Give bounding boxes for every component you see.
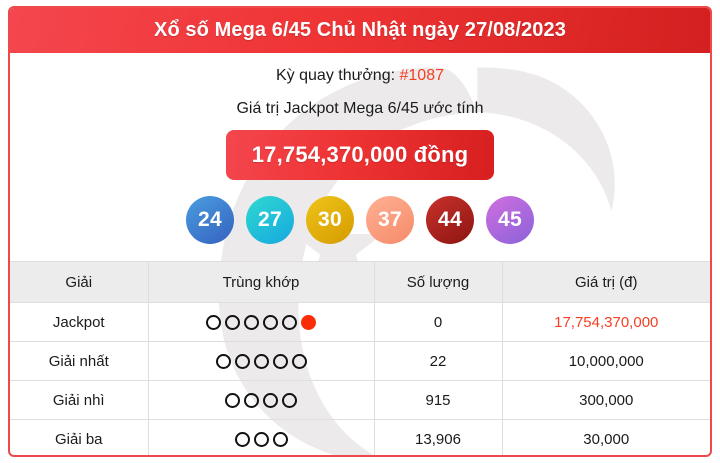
match-dot-empty xyxy=(291,353,307,369)
cell-match-dots xyxy=(148,341,375,381)
match-dot-group xyxy=(149,420,374,455)
jackpot-amount-button[interactable]: 17,754,370,000 đồng xyxy=(225,130,495,180)
match-dot-empty xyxy=(282,392,297,408)
match-dot-empty xyxy=(225,314,240,330)
prize-table: Giải Trùng khớp Số lượng Giá trị (đ) Jac… xyxy=(10,261,710,455)
cell-prize-value: 10,000,000 xyxy=(502,341,710,381)
table-row: Giải nhất 22 10,000,000 xyxy=(10,341,710,381)
match-dot-empty xyxy=(244,314,259,330)
cell-winner-count: 13,906 xyxy=(374,419,503,455)
match-dot-filled xyxy=(301,314,316,330)
table-row: Jackpot 0 17,754,370,000 xyxy=(10,302,710,342)
match-dot-empty xyxy=(225,392,240,408)
cell-winner-count: 0 xyxy=(374,302,503,342)
match-dot-empty xyxy=(272,431,288,447)
table-row: Giải ba 13,906 30,000 xyxy=(10,419,710,455)
column-header-count: Số lượng xyxy=(374,261,503,303)
match-dot-empty xyxy=(263,392,278,408)
drawn-numbers: 24 27 30 37 44 45 xyxy=(10,196,710,244)
cell-prize-value: 300,000 xyxy=(502,380,710,420)
column-header-match: Trùng khớp xyxy=(148,261,375,303)
draw-period: Kỳ quay thưởng: #1087 xyxy=(10,53,710,85)
jackpot-estimate-label: Giá trị Jackpot Mega 6/45 ước tính xyxy=(236,100,484,117)
match-dot-empty xyxy=(206,314,221,330)
cell-match-dots xyxy=(148,419,375,455)
match-dot-empty xyxy=(244,392,259,408)
draw-period-id: #1087 xyxy=(399,67,445,84)
cell-prize-name: Giải nhì xyxy=(10,380,149,420)
info-section: Kỳ quay thưởng: #1087 Giá trị Jackpot Me… xyxy=(10,53,710,180)
cell-prize-value: 17,754,370,000 xyxy=(502,302,710,342)
drawn-number-ball: 27 xyxy=(246,196,294,244)
table-header-row: Giải Trùng khớp Số lượng Giá trị (đ) xyxy=(10,261,710,303)
cell-prize-name: Giải ba xyxy=(10,419,149,455)
match-dot-group xyxy=(149,381,374,419)
result-card: Xổ số Mega 6/45 Chủ Nhật ngày 27/08/2023… xyxy=(8,6,712,457)
match-dot-empty xyxy=(215,353,231,369)
draw-period-label: Kỳ quay thưởng: xyxy=(276,67,396,84)
drawn-number-ball: 44 xyxy=(426,196,474,244)
cell-winner-count: 915 xyxy=(374,380,503,420)
page-title: Xổ số Mega 6/45 Chủ Nhật ngày 27/08/2023 xyxy=(154,19,566,41)
match-dot-empty xyxy=(253,353,269,369)
cell-match-dots xyxy=(148,302,375,342)
match-dot-empty xyxy=(234,353,250,369)
drawn-number-ball: 45 xyxy=(486,196,534,244)
match-dot-empty xyxy=(282,314,297,330)
page-header: Xổ số Mega 6/45 Chủ Nhật ngày 27/08/2023 xyxy=(10,8,710,53)
drawn-number-ball: 30 xyxy=(306,196,354,244)
jackpot-amount-wrap: 17,754,370,000 đồng xyxy=(10,118,710,180)
column-header-prize: Giải xyxy=(10,261,149,303)
drawn-number-ball: 37 xyxy=(366,196,414,244)
cell-match-dots xyxy=(148,380,375,420)
cell-prize-name: Jackpot xyxy=(10,302,149,342)
match-dot-empty xyxy=(234,431,250,447)
column-header-value: Giá trị (đ) xyxy=(502,261,710,303)
table-row: Giải nhì 915 300,000 xyxy=(10,380,710,420)
cell-prize-value: 30,000 xyxy=(502,419,710,455)
drawn-number-ball: 24 xyxy=(186,196,234,244)
match-dot-group xyxy=(149,303,374,341)
cell-winner-count: 22 xyxy=(374,341,503,381)
match-dot-group xyxy=(149,342,374,380)
cell-prize-name: Giải nhất xyxy=(10,341,149,381)
match-dot-empty xyxy=(272,353,288,369)
prize-table-body: Jackpot 0 17,754,370,000 Giải nhất 22 10,000,… xyxy=(10,302,710,455)
match-dot-empty xyxy=(263,314,278,330)
match-dot-empty xyxy=(253,431,269,447)
